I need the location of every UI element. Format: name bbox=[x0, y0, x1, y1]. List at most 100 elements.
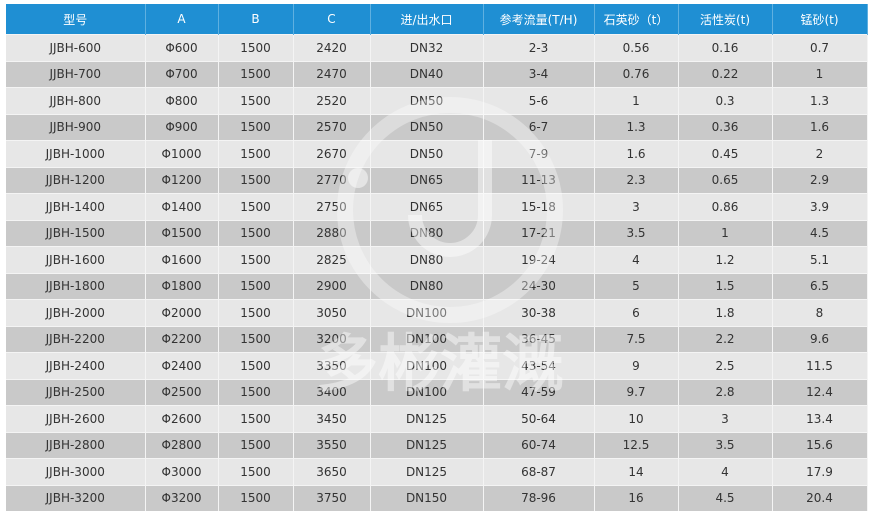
table-cell: 0.16 bbox=[678, 34, 773, 61]
table-cell: 0.3 bbox=[678, 87, 773, 114]
table-cell: 16 bbox=[594, 484, 679, 511]
table-row: JJBH-1800 Φ1800 1500 2900 DN80 24-30 5 1.5 6.5 bbox=[6, 272, 868, 300]
table-cell: JJBH-700 bbox=[6, 60, 146, 88]
column-header: 参考流量(T/H) bbox=[483, 4, 595, 35]
table-cell: JJBH-1800 bbox=[6, 272, 146, 300]
table-cell: 60-74 bbox=[483, 431, 595, 459]
table-cell: 2.8 bbox=[678, 378, 773, 406]
table-cell: 10 bbox=[594, 405, 679, 432]
column-header: 型号 bbox=[6, 4, 146, 35]
table-cell: 1500 bbox=[218, 219, 294, 247]
table-cell: JJBH-1600 bbox=[6, 246, 146, 273]
table-cell: Φ800 bbox=[145, 87, 219, 114]
table-cell: 3050 bbox=[293, 299, 371, 326]
table-cell: 1500 bbox=[218, 484, 294, 511]
table-cell: 9 bbox=[594, 352, 679, 379]
table-row: JJBH-1600 Φ1600 1500 2825 DN80 19-24 4 1.2 5.1 bbox=[6, 246, 868, 273]
table-cell: Φ1600 bbox=[145, 246, 219, 273]
table-cell: 1.3 bbox=[772, 87, 868, 114]
table-row: JJBH-3200 Φ3200 1500 3750 DN150 78-96 16 4.5 20.… bbox=[6, 484, 868, 511]
table-cell: DN65 bbox=[370, 166, 484, 194]
table-cell: 3400 bbox=[293, 378, 371, 406]
table-cell: JJBH-1400 bbox=[6, 193, 146, 220]
table-cell: 0.22 bbox=[678, 60, 773, 88]
table-cell: 9.6 bbox=[772, 325, 868, 353]
table-cell: 6-7 bbox=[483, 113, 595, 141]
table-cell: 3.9 bbox=[772, 193, 868, 220]
table-cell: Φ1400 bbox=[145, 193, 219, 220]
table-cell: JJBH-2600 bbox=[6, 405, 146, 432]
table-cell: 2.3 bbox=[594, 166, 679, 194]
table-cell: 6.5 bbox=[772, 272, 868, 300]
table-cell: DN125 bbox=[370, 458, 484, 485]
table-cell: 19-24 bbox=[483, 246, 595, 273]
table-cell: 3200 bbox=[293, 325, 371, 353]
table-cell: JJBH-1000 bbox=[6, 140, 146, 167]
table-cell: 36-45 bbox=[483, 325, 595, 353]
column-header: C bbox=[293, 4, 371, 35]
table-cell: 7-9 bbox=[483, 140, 595, 167]
table-row: JJBH-1200 Φ1200 1500 2770 DN65 11-13 2.3 0.65 2.… bbox=[6, 166, 868, 194]
table-cell: 2750 bbox=[293, 193, 371, 220]
table-cell: 0.36 bbox=[678, 113, 773, 141]
table-cell: 78-96 bbox=[483, 484, 595, 511]
table-row: JJBH-2500 Φ2500 1500 3400 DN100 47-59 9.7 2.8 12… bbox=[6, 378, 868, 406]
table-cell: 3.5 bbox=[678, 431, 773, 459]
table-cell: 2470 bbox=[293, 60, 371, 88]
table-cell: 11.5 bbox=[772, 352, 868, 379]
table-cell: JJBH-900 bbox=[6, 113, 146, 141]
table-row: JJBH-600 Φ600 1500 2420 DN32 2-3 0.56 0.16 0.7 bbox=[6, 34, 868, 61]
table-cell: 2900 bbox=[293, 272, 371, 300]
spec-table: 型号 A B C 进/出水口 参考流量(T/H) 石英砂（t） 活性炭(t) 锰砂(t) JJB… bbox=[6, 4, 868, 511]
table-cell: 3.5 bbox=[594, 219, 679, 247]
table-cell: 17.9 bbox=[772, 458, 868, 485]
table-cell: 1.2 bbox=[678, 246, 773, 273]
table-cell: 1.3 bbox=[594, 113, 679, 141]
table-cell: Φ3200 bbox=[145, 484, 219, 511]
table-row: JJBH-2600 Φ2600 1500 3450 DN125 50-64 10 3 13.4 bbox=[6, 405, 868, 432]
table-cell: 1500 bbox=[218, 246, 294, 273]
table-cell: 1500 bbox=[218, 378, 294, 406]
table-cell: Φ1200 bbox=[145, 166, 219, 194]
table-row: JJBH-3000 Φ3000 1500 3650 DN125 68-87 14 4 17.9 bbox=[6, 458, 868, 485]
table-cell: 3450 bbox=[293, 405, 371, 432]
table-row: JJBH-2000 Φ2000 1500 3050 DN100 30-38 6 1.8 8 bbox=[6, 299, 868, 326]
table-cell: 3650 bbox=[293, 458, 371, 485]
column-header: 锰砂(t) bbox=[772, 4, 868, 35]
table-cell: DN40 bbox=[370, 60, 484, 88]
table-cell: 3 bbox=[594, 193, 679, 220]
table-cell: 5 bbox=[594, 272, 679, 300]
table-cell: 1500 bbox=[218, 34, 294, 61]
table-cell: DN100 bbox=[370, 299, 484, 326]
table-cell: 3750 bbox=[293, 484, 371, 511]
table-cell: Φ2200 bbox=[145, 325, 219, 353]
table-cell: 1500 bbox=[218, 458, 294, 485]
table-cell: DN80 bbox=[370, 219, 484, 247]
table-cell: Φ900 bbox=[145, 113, 219, 141]
column-header: 活性炭(t) bbox=[678, 4, 773, 35]
table-row: JJBH-1400 Φ1400 1500 2750 DN65 15-18 3 0.86 3.9 bbox=[6, 193, 868, 220]
table-cell: 50-64 bbox=[483, 405, 595, 432]
table-cell: Φ700 bbox=[145, 60, 219, 88]
table-cell: 2-3 bbox=[483, 34, 595, 61]
column-header: 石英砂（t） bbox=[594, 4, 679, 35]
table-cell: 0.56 bbox=[594, 34, 679, 61]
table-cell: 8 bbox=[772, 299, 868, 326]
table-header-row: 型号 A B C 进/出水口 参考流量(T/H) 石英砂（t） 活性炭(t) 锰砂(t) bbox=[6, 4, 868, 35]
table-cell: 1500 bbox=[218, 87, 294, 114]
table-cell: 2.2 bbox=[678, 325, 773, 353]
table-cell: DN50 bbox=[370, 87, 484, 114]
table-cell: 3350 bbox=[293, 352, 371, 379]
table-cell: DN65 bbox=[370, 193, 484, 220]
table-cell: DN100 bbox=[370, 325, 484, 353]
table-cell: 4 bbox=[678, 458, 773, 485]
table-cell: 2520 bbox=[293, 87, 371, 114]
table-cell: 47-59 bbox=[483, 378, 595, 406]
table-cell: 17-21 bbox=[483, 219, 595, 247]
table-cell: DN80 bbox=[370, 246, 484, 273]
table-cell: 20.4 bbox=[772, 484, 868, 511]
table-row: JJBH-2400 Φ2400 1500 3350 DN100 43-54 9 2.5 11.5 bbox=[6, 352, 868, 379]
table-cell: DN150 bbox=[370, 484, 484, 511]
table-cell: JJBH-2400 bbox=[6, 352, 146, 379]
table-row: JJBH-1500 Φ1500 1500 2880 DN80 17-21 3.5 1 4.5 bbox=[6, 219, 868, 247]
